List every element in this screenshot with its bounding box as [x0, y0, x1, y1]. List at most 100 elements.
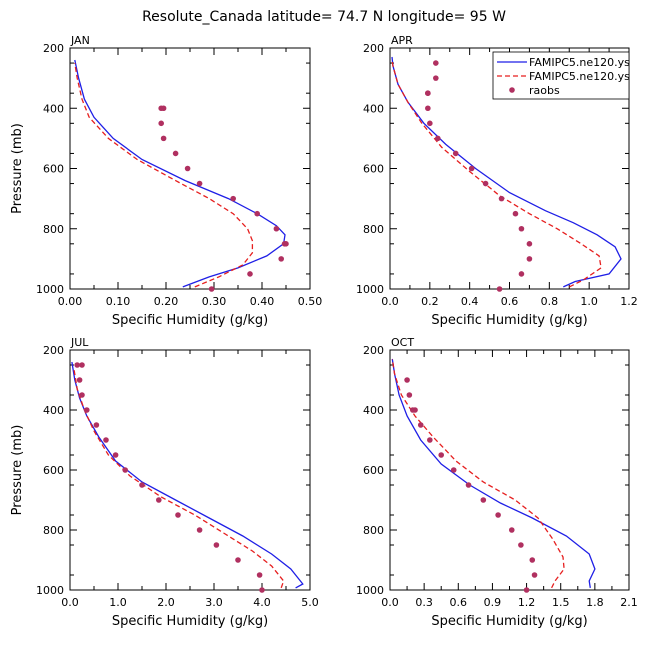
- raobs-point: [103, 437, 109, 443]
- y-tick-label: 800: [43, 524, 64, 537]
- raobs-point: [508, 527, 515, 533]
- raobs-point: [160, 135, 167, 142]
- raobs-point: [404, 377, 410, 383]
- raobs-point: [433, 60, 439, 66]
- raobs-point: [518, 225, 525, 232]
- raobs-point: [417, 422, 424, 428]
- raobs-point: [518, 542, 524, 548]
- raobs-point: [79, 362, 85, 368]
- raobs-point: [122, 467, 128, 473]
- raobs-point: [465, 482, 472, 488]
- series-line-dashed: [391, 358, 565, 589]
- x-tick-label: 3.0: [205, 596, 223, 609]
- raobs-point: [283, 241, 289, 247]
- raobs-point: [427, 120, 433, 127]
- legend-label: FAMIPC5.ne120.ys: [529, 70, 630, 83]
- y-tick-label: 1000: [356, 584, 384, 597]
- series-line-solid: [391, 358, 596, 589]
- y-tick-label: 200: [43, 42, 64, 55]
- x-tick-label: 0.0: [61, 596, 79, 609]
- panel-label: APR: [391, 34, 413, 47]
- raobs-point: [156, 497, 162, 503]
- y-tick-label: 400: [43, 404, 64, 417]
- raobs-point: [435, 135, 441, 142]
- raobs-point: [425, 105, 431, 112]
- y-tick-label: 800: [363, 524, 384, 537]
- y-tick-label: 200: [363, 344, 384, 357]
- x-tick-label: 0.8: [541, 295, 559, 308]
- legend-marker: [509, 87, 515, 93]
- raobs-point: [531, 572, 538, 578]
- y-tick-label: 1000: [36, 283, 64, 296]
- raobs-point: [259, 587, 265, 593]
- x-tick-label: 0.9: [484, 596, 502, 609]
- panel-label: JUL: [70, 336, 89, 349]
- raobs-point: [438, 452, 445, 458]
- x-axis-label: Specific Humidity (g/kg): [112, 313, 268, 328]
- raobs-point: [409, 407, 416, 413]
- y-tick-label: 200: [43, 344, 64, 357]
- raobs-point: [450, 467, 457, 473]
- raobs-point: [498, 195, 505, 202]
- panel-label: JAN: [70, 34, 90, 47]
- y-tick-label: 600: [43, 163, 64, 176]
- raobs-point: [482, 180, 489, 187]
- x-tick-label: 4.0: [253, 596, 271, 609]
- x-tick-label: 0.2: [421, 295, 439, 308]
- raobs-point: [175, 512, 181, 518]
- y-tick-label: 600: [363, 464, 384, 477]
- x-tick-label: 0.10: [106, 295, 131, 308]
- legend-label: FAMIPC5.ne120.ys: [529, 56, 630, 69]
- raobs-point: [512, 210, 519, 217]
- raobs-point: [452, 150, 459, 157]
- raobs-point: [84, 407, 90, 413]
- series-line-dashed: [391, 59, 602, 288]
- x-axis-label: Specific Humidity (g/kg): [431, 313, 587, 328]
- raobs-point: [427, 437, 433, 443]
- x-tick-label: 0.3: [415, 596, 433, 609]
- raobs-point: [247, 271, 253, 277]
- y-tick-label: 800: [363, 223, 384, 236]
- y-tick-label: 800: [43, 223, 64, 236]
- x-tick-label: 1.2: [620, 295, 638, 308]
- raobs-point: [213, 542, 220, 548]
- x-tick-label: 1.2: [518, 596, 536, 609]
- raobs-point: [74, 362, 80, 368]
- raobs-point: [425, 90, 431, 96]
- series-line-solid: [74, 59, 286, 288]
- x-tick-label: 0.0: [381, 596, 399, 609]
- raobs-point: [139, 482, 145, 488]
- y-axis-label: Pressure (mb): [10, 425, 25, 516]
- raobs-point: [79, 392, 85, 398]
- raobs-point: [496, 286, 503, 292]
- y-tick-label: 1000: [36, 584, 64, 597]
- raobs-point: [230, 195, 236, 202]
- raobs-point: [468, 165, 475, 172]
- raobs-point: [273, 225, 280, 232]
- series-line-solid: [71, 361, 304, 589]
- x-tick-label: 0.30: [202, 295, 227, 308]
- x-tick-label: 0.6: [501, 295, 519, 308]
- x-tick-label: 1.8: [586, 596, 604, 609]
- raobs-point: [256, 572, 263, 578]
- raobs-point: [160, 105, 167, 112]
- x-tick-label: 2.1: [620, 596, 638, 609]
- x-tick-label: 2.0: [157, 596, 175, 609]
- raobs-point: [235, 557, 241, 563]
- y-tick-label: 400: [43, 102, 64, 115]
- raobs-point: [93, 422, 100, 428]
- raobs-point: [196, 527, 203, 533]
- raobs-point: [526, 241, 533, 247]
- raobs-point: [526, 256, 533, 262]
- y-tick-label: 400: [363, 102, 384, 115]
- x-tick-label: 0.20: [154, 295, 179, 308]
- panel-label: OCT: [391, 336, 414, 349]
- x-tick-label: 0.4: [461, 295, 479, 308]
- x-tick-label: 1.0: [109, 596, 127, 609]
